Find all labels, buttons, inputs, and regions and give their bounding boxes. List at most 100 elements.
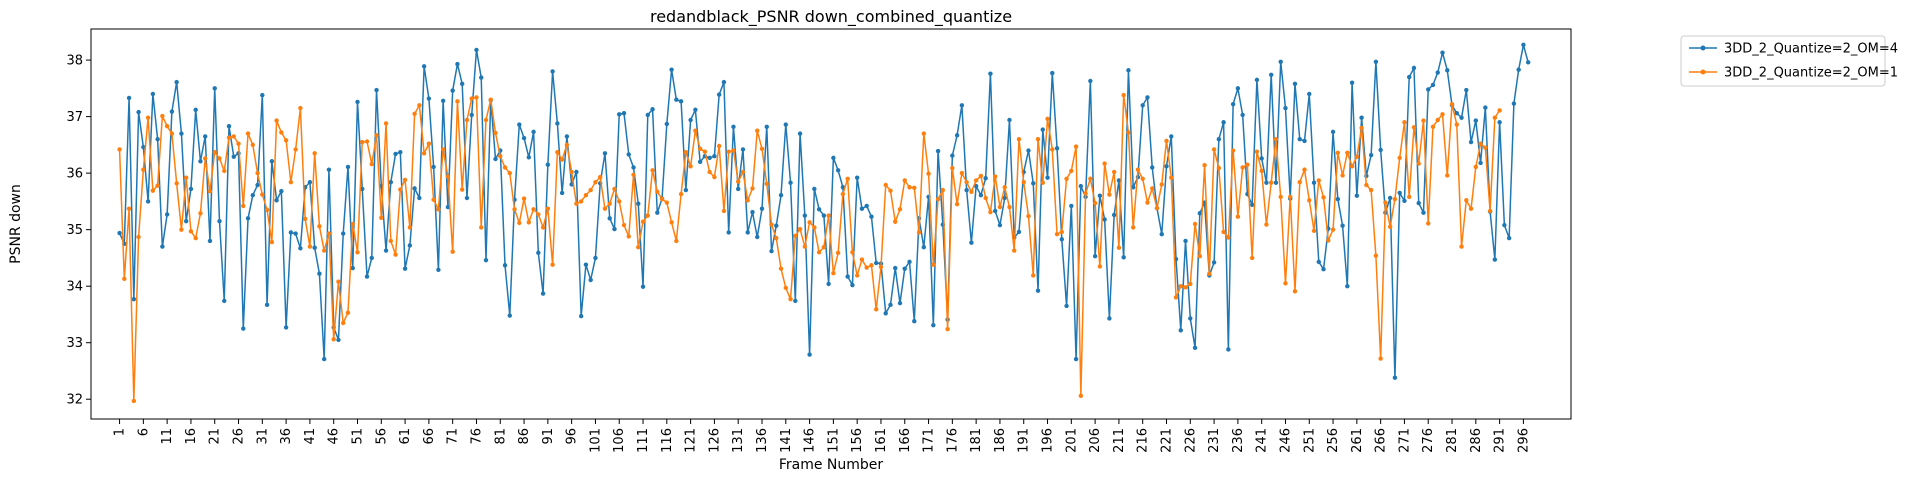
data-point [436, 207, 441, 212]
data-point [1307, 198, 1312, 203]
data-point [1164, 164, 1169, 169]
data-point [160, 244, 165, 249]
data-point [788, 180, 793, 185]
data-point [1297, 179, 1302, 185]
x-tick-label: 221 [1159, 428, 1174, 453]
data-point [693, 107, 698, 113]
data-point [131, 398, 137, 404]
x-tick-label: 226 [1183, 428, 1198, 453]
data-point [888, 188, 893, 193]
data-point [250, 142, 255, 148]
data-point [1264, 180, 1269, 185]
data-point [736, 179, 741, 184]
data-point [1059, 237, 1065, 242]
x-tick-label: 66 [422, 428, 437, 445]
data-point [969, 189, 974, 194]
data-point [1178, 328, 1183, 333]
data-point [236, 141, 241, 146]
data-point [1440, 112, 1445, 117]
data-point [793, 298, 798, 304]
data-point [264, 302, 270, 308]
data-point [931, 322, 936, 328]
legend-frame [1680, 35, 1886, 87]
data-point [688, 164, 693, 169]
data-point [402, 177, 408, 183]
data-point [945, 326, 950, 332]
data-point [312, 245, 317, 250]
data-point [1121, 92, 1126, 98]
data-point [1054, 231, 1060, 237]
x-tick-label: 156 [850, 428, 865, 453]
data-point [1487, 208, 1493, 214]
data-point [755, 128, 760, 133]
data-point [1254, 77, 1260, 83]
data-point [426, 141, 432, 146]
data-point [683, 187, 689, 193]
data-point [145, 199, 151, 204]
data-point [360, 186, 365, 192]
data-point [317, 224, 322, 229]
data-point [421, 151, 427, 156]
x-tick-label: 166 [898, 428, 913, 453]
data-point [393, 252, 398, 257]
data-point [502, 263, 508, 268]
data-point [341, 320, 346, 326]
data-point [417, 195, 422, 201]
data-point [1154, 205, 1160, 211]
x-tick-label: 141 [779, 428, 794, 453]
data-point [1235, 86, 1241, 91]
data-point [1516, 67, 1521, 72]
data-point [1249, 202, 1255, 207]
data-point [1311, 228, 1317, 233]
data-point [1483, 105, 1488, 110]
data-point [1183, 285, 1188, 290]
data-point [1031, 273, 1036, 278]
chart-title: redandblack_PSNR down_combined_quantize [650, 7, 1012, 27]
data-point [350, 265, 355, 271]
data-point [1302, 138, 1307, 144]
data-point [302, 216, 308, 222]
legend-marker [1700, 69, 1706, 75]
data-point [1330, 129, 1336, 135]
data-point [283, 138, 289, 143]
data-point [1126, 130, 1131, 135]
data-point [583, 192, 589, 198]
series-1 [117, 42, 1531, 380]
x-tick-label: 146 [803, 428, 818, 453]
x-tick-label: 111 [636, 428, 651, 453]
data-point [959, 103, 965, 108]
data-point [978, 192, 984, 198]
data-point [874, 307, 879, 312]
data-point [269, 159, 275, 164]
data-point [602, 151, 608, 156]
data-point [1473, 118, 1479, 123]
data-point [217, 218, 222, 224]
data-point [174, 79, 179, 85]
data-point [345, 310, 351, 315]
data-point [745, 198, 750, 203]
x-tick-label: 71 [446, 428, 461, 445]
data-point [1335, 196, 1341, 202]
data-point [179, 131, 184, 136]
data-point [893, 219, 898, 224]
data-point [1116, 245, 1122, 250]
data-point [612, 186, 617, 192]
data-point [1150, 186, 1155, 191]
data-point [912, 185, 917, 191]
data-point [1426, 221, 1431, 226]
data-point [1364, 182, 1369, 188]
data-point [155, 183, 160, 188]
x-tick-label: 16 [184, 428, 199, 445]
data-point [964, 179, 969, 185]
data-point [1116, 178, 1122, 183]
data-point [797, 226, 803, 232]
data-point [1088, 176, 1093, 181]
data-point [293, 147, 298, 152]
data-point [526, 220, 532, 225]
data-point [222, 298, 227, 304]
data-point [740, 169, 746, 175]
x-tick-label: 1 [113, 428, 128, 436]
data-point [997, 222, 1003, 228]
data-point [1278, 59, 1283, 64]
data-point [1407, 74, 1412, 80]
